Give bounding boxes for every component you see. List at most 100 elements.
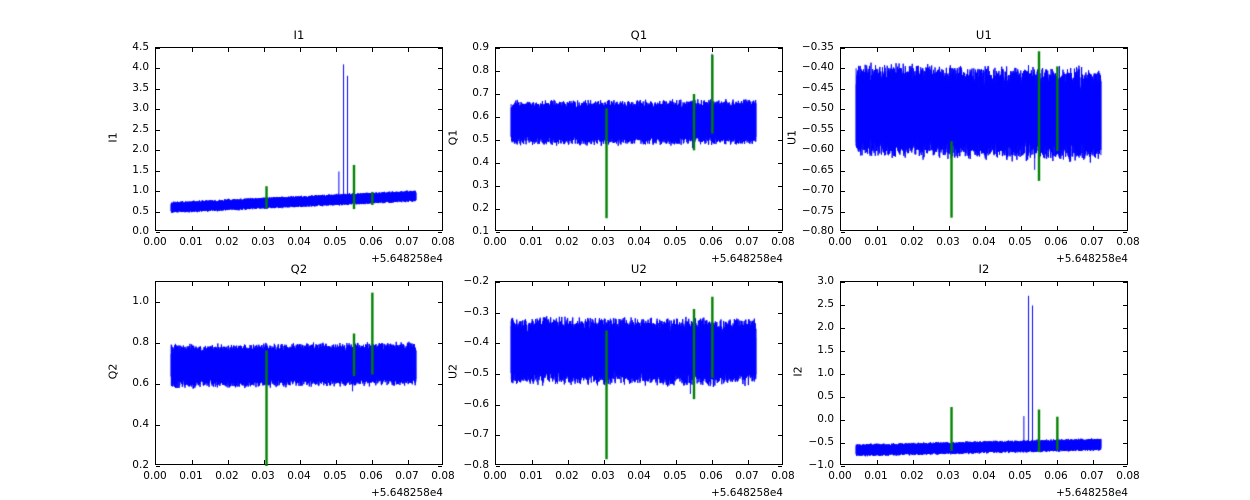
axes-frame — [495, 281, 784, 467]
x-tick-label: 0.01 — [519, 236, 543, 248]
y-tick-label: −0.3 — [463, 305, 490, 318]
x-tick-label: 0.01 — [864, 470, 888, 482]
x-tick-label: 0.06 — [359, 236, 383, 248]
x-tick-label: 0.01 — [179, 470, 203, 482]
x-tick-label: 0.04 — [972, 470, 996, 482]
data-trace-q1 — [496, 48, 784, 232]
y-tick-label: 0.6 — [472, 110, 489, 122]
y-tick-label: 0.5 — [817, 390, 834, 402]
x-tick-label: 0.03 — [936, 236, 960, 248]
y-tick-label: −0.2 — [463, 275, 490, 287]
x-tick-label: 0.00 — [828, 236, 852, 248]
y-tick-label: 0.6 — [132, 377, 149, 390]
x-axis-offset-text: +5.648258e4 — [370, 487, 443, 499]
y-tick-label: 3.0 — [817, 275, 834, 287]
y-tick-label: 0.0 — [132, 225, 149, 237]
panel-title: I2 — [978, 262, 990, 276]
y-tick-label: 0.2 — [132, 459, 149, 471]
x-tick-label: 0.04 — [287, 470, 311, 482]
x-tick-label: 0.05 — [663, 470, 687, 482]
x-tick-label: 0.04 — [972, 236, 996, 248]
y-axis-label: I2 — [791, 366, 805, 377]
y-tick-label: 0.1 — [472, 225, 489, 237]
y-tick-label: −0.6 — [463, 397, 490, 410]
y-tick-label: 1.5 — [817, 344, 834, 356]
y-tick-mark — [156, 466, 160, 467]
x-tick-label: 0.05 — [1008, 470, 1032, 482]
y-tick-mark — [841, 466, 845, 467]
y-tick-mark — [778, 466, 782, 467]
x-tick-label: 0.00 — [483, 470, 507, 482]
x-tick-label: 0.00 — [143, 236, 167, 248]
x-tick-label: 0.02 — [555, 470, 579, 482]
y-tick-label: −0.70 — [801, 184, 834, 197]
panel-title: Q2 — [290, 262, 308, 276]
y-tick-label: 0.8 — [132, 336, 149, 349]
x-tick-label: 0.07 — [735, 470, 759, 482]
y-tick-label: 2.5 — [132, 122, 149, 135]
y-axis-label: U1 — [785, 129, 799, 146]
y-tick-mark — [156, 232, 160, 233]
y-tick-label: 0.3 — [472, 179, 489, 191]
y-tick-label: 3.0 — [132, 102, 149, 115]
y-tick-mark — [496, 232, 500, 233]
x-tick-label: 0.07 — [735, 236, 759, 248]
axes-frame — [495, 47, 784, 233]
y-tick-label: −0.40 — [801, 61, 834, 74]
x-tick-label: 0.08 — [431, 236, 455, 248]
y-tick-label: −0.65 — [801, 163, 834, 176]
x-tick-label: 0.05 — [323, 236, 347, 248]
y-tick-mark — [438, 466, 442, 467]
y-tick-label: 0.4 — [472, 156, 489, 168]
y-tick-mark — [496, 466, 500, 467]
panel-title: Q1 — [630, 28, 648, 42]
x-tick-label: 0.03 — [591, 470, 615, 482]
y-tick-label: 2.0 — [132, 143, 149, 156]
panel-title: U1 — [975, 28, 993, 42]
x-tick-label: 0.02 — [900, 470, 924, 482]
y-tick-label: 2.0 — [817, 321, 834, 333]
y-axis-label: Q2 — [106, 363, 120, 380]
y-tick-label: 0.5 — [472, 133, 489, 145]
y-tick-label: −1.0 — [808, 459, 835, 471]
x-tick-label: 0.07 — [1080, 236, 1104, 248]
x-tick-label: 0.08 — [431, 470, 455, 482]
y-tick-label: 0.9 — [472, 41, 489, 53]
x-tick-label: 0.05 — [323, 470, 347, 482]
x-tick-label: 0.07 — [395, 236, 419, 248]
y-tick-label: −0.75 — [801, 204, 834, 217]
y-tick-label: −0.80 — [801, 225, 834, 237]
x-tick-label: 0.06 — [699, 236, 723, 248]
y-tick-label: 1.0 — [132, 184, 149, 197]
x-tick-label: 0.05 — [1008, 236, 1032, 248]
y-tick-label: −0.7 — [463, 428, 490, 441]
x-tick-label: 0.00 — [143, 470, 167, 482]
y-tick-label: −0.5 — [463, 367, 490, 379]
data-trace-u1 — [841, 48, 1129, 232]
panel-title: I1 — [293, 28, 305, 42]
x-axis-offset-text: +5.648258e4 — [370, 253, 443, 265]
y-tick-label: −0.35 — [801, 41, 834, 53]
y-tick-label: −0.4 — [463, 336, 490, 349]
x-tick-label: 0.02 — [900, 236, 924, 248]
x-tick-label: 0.01 — [519, 470, 543, 482]
x-tick-label: 0.04 — [627, 470, 651, 482]
x-tick-label: 0.04 — [627, 236, 651, 248]
panel-title: U2 — [630, 262, 648, 276]
x-tick-label: 0.03 — [591, 236, 615, 248]
x-axis-offset-text: +5.648258e4 — [710, 253, 783, 265]
data-trace-i1 — [156, 48, 444, 232]
y-tick-label: 1.0 — [132, 295, 149, 308]
y-tick-mark — [438, 232, 442, 233]
y-tick-label: 0.5 — [132, 204, 149, 217]
data-trace-i2 — [841, 282, 1129, 466]
x-tick-label: 0.03 — [251, 470, 275, 482]
x-tick-label: 0.00 — [828, 470, 852, 482]
y-axis-label: I1 — [106, 132, 120, 143]
x-tick-label: 0.08 — [1116, 470, 1140, 482]
plot-panel-i1: I1 0.0 0.5 1.0 1.5 2.0 2.5 3.0 3.5 4.0 4.5 0.00 0.01… — [107, 28, 455, 265]
data-trace-u2 — [496, 282, 784, 466]
x-tick-label: 0.06 — [699, 470, 723, 482]
x-axis-offset-text: +5.648258e4 — [1055, 487, 1128, 499]
y-tick-label: −0.8 — [463, 459, 490, 471]
